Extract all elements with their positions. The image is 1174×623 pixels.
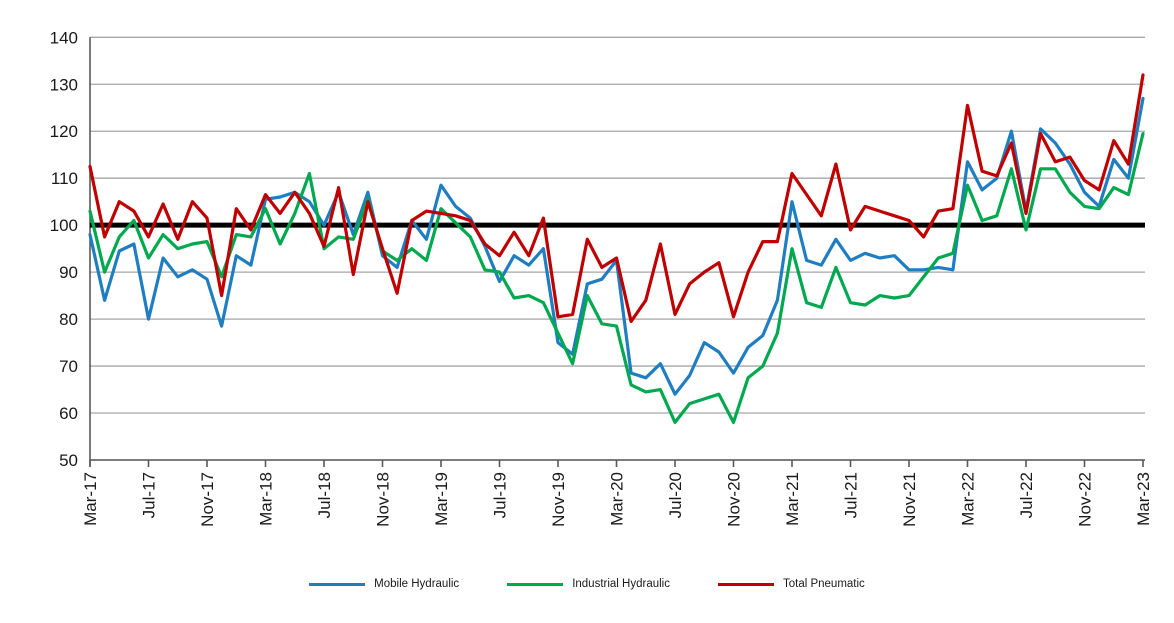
x-tick-label: Jul-21: [842, 472, 861, 518]
y-tick-label: 140: [50, 28, 78, 47]
series-industrial-hydraulic: [88, 132, 1145, 424]
x-tick-label: Jul-19: [491, 472, 510, 518]
x-tick-label: Mar-22: [959, 472, 978, 526]
x-tick-label: Nov-18: [374, 472, 393, 527]
x-axis-labels: Mar-17 Jul-17 Nov-17 Mar-18 Jul-18 Nov-18 Mar-…: [81, 460, 1153, 527]
y-tick-label: 130: [50, 75, 78, 94]
x-tick-label: Mar-18: [257, 472, 276, 526]
legend-item-mobile-hydraulic: Mobile Hydraulic: [309, 578, 459, 590]
x-tick-label: Jul-20: [666, 472, 685, 518]
x-tick-label: Nov-20: [725, 472, 744, 527]
x-tick-label: Mar-17: [81, 472, 100, 526]
chart-legend: Mobile Hydraulic Industrial Hydraulic Tota…: [0, 578, 1174, 590]
x-tick-label: Nov-17: [198, 472, 217, 527]
x-tick-label: Jul-18: [315, 472, 334, 518]
x-tick-label: Mar-19: [432, 472, 451, 526]
legend-item-total-pneumatic: Total Pneumatic: [717, 578, 865, 590]
y-tick-label: 60: [59, 404, 78, 423]
y-axis-labels: 140 130 120 110 100 90 80 70 60 50: [50, 28, 78, 470]
x-tick-label: Nov-19: [549, 472, 568, 527]
y-tick-label: 80: [59, 310, 78, 329]
x-tick-label: Jul-17: [140, 472, 159, 518]
legend-label: Mobile Hydraulic: [374, 578, 460, 590]
x-tick-label: Jul-22: [1017, 472, 1036, 518]
x-tick-label: Nov-21: [900, 472, 919, 527]
axes: [89, 37, 1145, 466]
y-tick-label: 90: [59, 263, 78, 282]
x-tick-label: Mar-20: [608, 472, 627, 526]
legend-label: Total Pneumatic: [782, 578, 865, 590]
legend-line-swatch: [507, 582, 564, 586]
x-tick-label: Mar-21: [783, 472, 802, 526]
y-tick-label: 70: [59, 357, 78, 376]
series-total-pneumatic: [88, 73, 1145, 323]
y-tick-label: 50: [59, 451, 78, 470]
x-tick-label: Nov-22: [1076, 472, 1095, 527]
x-tick-label: Mar-23: [1134, 472, 1153, 526]
y-tick-label: 110: [51, 169, 78, 188]
legend-line-swatch: [717, 582, 774, 586]
y-tick-label: 120: [50, 122, 78, 141]
series-mobile-hydraulic: [88, 96, 1145, 396]
legend-item-industrial-hydraulic: Industrial Hydraulic: [507, 578, 670, 590]
y-tick-label: 100: [50, 216, 78, 235]
legend-line-swatch: [309, 582, 366, 586]
legend-label: Industrial Hydraulic: [572, 578, 670, 590]
gridlines: [90, 36, 1145, 461]
